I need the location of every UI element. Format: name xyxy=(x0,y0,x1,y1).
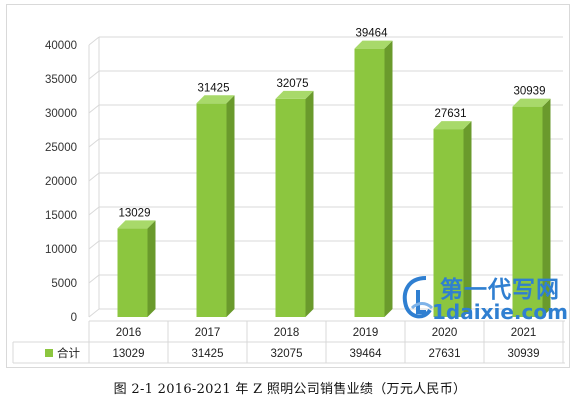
bar xyxy=(354,48,385,317)
legend-label: 合计 xyxy=(57,346,80,360)
gridline-wall xyxy=(88,138,100,148)
gridline-wall xyxy=(88,308,100,318)
bar-top xyxy=(354,40,393,49)
y-tick-label: 15000 xyxy=(45,210,77,222)
gridline-wall xyxy=(88,70,100,80)
bar xyxy=(433,129,464,317)
gridline-wall xyxy=(88,36,100,46)
table-value: 30939 xyxy=(508,348,540,360)
table-value: 32075 xyxy=(271,348,303,360)
x-tick-label: 2016 xyxy=(116,327,142,339)
bar-side xyxy=(384,40,393,317)
gridline-wall xyxy=(88,206,100,216)
gridline-wall xyxy=(88,172,100,182)
bar xyxy=(512,106,543,317)
watermark-logo-icon xyxy=(402,276,434,319)
bar-top xyxy=(275,90,314,99)
x-tick-label: 2019 xyxy=(353,327,379,339)
bar-side xyxy=(463,121,472,318)
data-label: 27631 xyxy=(435,108,467,120)
y-tick-label: 0 xyxy=(71,312,77,324)
gridline-wall xyxy=(88,104,100,114)
data-table: 2016 13029 2017 31425 2018 32075 2019 39464 2020… xyxy=(12,320,565,364)
y-tick-label: 40000 xyxy=(45,40,77,52)
table-value: 13029 xyxy=(113,348,145,360)
table-value: 27631 xyxy=(429,348,461,360)
legend-swatch xyxy=(45,349,53,357)
bar-side xyxy=(305,90,314,317)
data-labels: 13029 31425 32075 39464 27631 30939 xyxy=(119,28,546,220)
x-tick-label: 2020 xyxy=(432,327,458,339)
data-label: 13029 xyxy=(119,207,151,219)
bar-side xyxy=(147,220,156,317)
gridlines xyxy=(88,36,563,318)
bar-side xyxy=(542,98,551,317)
watermark-url: 1daixie.com xyxy=(432,300,568,324)
bars xyxy=(117,40,551,318)
gridline-wall xyxy=(88,274,100,284)
y-tick-label: 35000 xyxy=(45,74,77,86)
table-value: 39464 xyxy=(350,348,383,360)
figure-caption: 图 2-1 2016-2021 年 Z 照明公司销售业绩（万元人民币） xyxy=(113,382,467,397)
x-tick-label: 2021 xyxy=(511,327,537,339)
watermark: 第一代写网 1daixie.com xyxy=(396,268,572,330)
data-label: 39464 xyxy=(356,28,389,40)
data-label: 32075 xyxy=(277,78,309,90)
data-label: 31425 xyxy=(198,82,230,94)
x-tick-label: 2018 xyxy=(274,327,300,339)
watermark-text: 第一代写网 xyxy=(440,277,560,303)
y-tick-label: 5000 xyxy=(51,278,77,290)
y-tick-label: 30000 xyxy=(45,108,77,120)
bar-top xyxy=(433,121,472,130)
chart-container: 0 5000 10000 15000 20000 25000 30000 35000 40000… xyxy=(6,4,570,368)
bar-chart: 0 5000 10000 15000 20000 25000 30000 35000 40000… xyxy=(12,28,565,364)
y-tick-label: 25000 xyxy=(45,142,77,154)
bar-top xyxy=(512,98,551,107)
bar xyxy=(196,103,227,317)
y-axis-ticks: 0 5000 10000 15000 20000 25000 30000 35000 40000 xyxy=(45,40,77,324)
x-tick-label: 2017 xyxy=(195,327,221,339)
y-tick-label: 10000 xyxy=(45,244,77,256)
bar xyxy=(275,98,306,317)
bar-side xyxy=(226,95,235,317)
gridline-wall xyxy=(88,240,100,250)
y-tick-label: 20000 xyxy=(45,176,77,188)
bar xyxy=(117,228,148,317)
data-label: 30939 xyxy=(514,86,546,98)
bar-top xyxy=(196,95,235,104)
bar-top xyxy=(117,220,156,229)
table-value: 31425 xyxy=(192,348,224,360)
